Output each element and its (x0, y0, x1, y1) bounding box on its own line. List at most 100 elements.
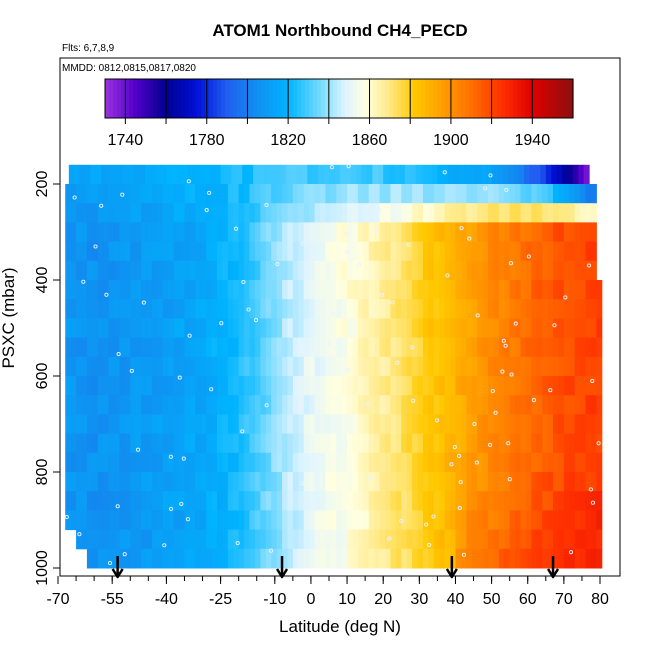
heatmap-cell (254, 376, 261, 396)
heatmap-cell (233, 318, 240, 339)
heatmap-cell (238, 260, 245, 281)
colorbar-segment (261, 79, 266, 118)
heatmap-cell (325, 510, 332, 531)
heatmap-cell (244, 433, 251, 454)
heatmap-cell (498, 203, 505, 223)
heatmap-cell (325, 376, 332, 396)
heatmap-cell (580, 548, 587, 569)
heatmap-cell (222, 529, 229, 550)
heatmap-cell (509, 548, 516, 569)
heatmap-cell (585, 299, 592, 319)
colorbar-segment (217, 79, 222, 118)
heatmap-cell (319, 491, 326, 511)
heatmap-cell (379, 548, 386, 569)
heatmap-cell (466, 184, 473, 204)
heatmap-cell (319, 337, 326, 358)
heatmap-cell (542, 184, 549, 204)
heatmap-cell (460, 452, 467, 473)
heatmap-cell (216, 299, 223, 319)
heatmap-cell (428, 318, 435, 339)
heatmap-cell (260, 414, 267, 435)
heatmap-cell (547, 241, 554, 262)
heatmap-cell (247, 164, 254, 185)
colorbar-segment (229, 79, 234, 118)
heatmap-cell (455, 491, 462, 511)
heatmap-cell (357, 548, 364, 569)
heatmap-cell (244, 280, 251, 300)
sample-point (300, 241, 305, 246)
heatmap-cell (531, 510, 538, 531)
heatmap-cell (330, 241, 337, 262)
heatmap-cell (531, 318, 538, 339)
heatmap-cell (211, 376, 218, 396)
heatmap-cell (385, 472, 391, 492)
heatmap-cell (298, 529, 305, 550)
sample-point (253, 318, 259, 323)
sample-point (334, 424, 339, 429)
heatmap-cell (466, 203, 473, 223)
sample-point (120, 192, 125, 197)
heatmap-cell (525, 222, 532, 243)
heatmap-cell (390, 337, 397, 358)
heatmap-cell (130, 318, 137, 339)
heatmap-cell (141, 299, 148, 319)
heatmap-cell (162, 203, 169, 223)
heatmap-cell (590, 395, 597, 415)
heatmap-cell (580, 222, 587, 243)
heatmap-cell (439, 433, 446, 454)
heatmap-cell (227, 241, 234, 262)
sample-point (467, 236, 472, 241)
heatmap-cell (119, 356, 126, 377)
heatmap-cell (580, 337, 587, 358)
heatmap-cell (130, 529, 137, 550)
heatmap-cell (70, 491, 77, 511)
colorbar-segment (469, 79, 474, 118)
heatmap-cell (352, 433, 359, 454)
heatmap-cell (86, 548, 93, 569)
heatmap-cell (330, 203, 337, 223)
heatmap-cell (244, 472, 251, 492)
heatmap-cell (146, 395, 153, 415)
heatmap-cell (569, 395, 576, 415)
heatmap-cell (563, 510, 570, 531)
heatmap-cell (189, 414, 196, 435)
heatmap-cell (124, 337, 131, 358)
heatmap-cell (563, 376, 570, 396)
heatmap-cell (347, 222, 353, 243)
heatmap-cell (531, 395, 538, 415)
sample-point (563, 295, 568, 300)
y-tick-label: 800 (34, 459, 51, 486)
heatmap-cell (379, 376, 386, 396)
heatmap-cell (444, 491, 451, 511)
heatmap-cell (545, 164, 552, 185)
heatmap-cell (271, 529, 278, 550)
heatmap-cell (417, 280, 424, 300)
heatmap-cell (368, 548, 375, 569)
heatmap-cell (298, 318, 305, 339)
y-tick-label: 1000 (34, 550, 51, 586)
heatmap-cell (179, 260, 185, 281)
heatmap-cell (179, 510, 185, 531)
heatmap-cell (325, 318, 332, 339)
heatmap-cell (352, 241, 359, 262)
heatmap-cell (455, 414, 462, 435)
heatmap-cell (553, 241, 559, 262)
heatmap-cell (238, 356, 245, 377)
heatmap-cell (65, 260, 72, 281)
heatmap-cell (553, 395, 559, 415)
heatmap-cell (341, 356, 348, 377)
heatmap-cell (227, 260, 234, 281)
heatmap-cell (553, 376, 559, 396)
heatmap-cell (81, 433, 88, 454)
heatmap-cell (260, 472, 267, 492)
heatmap-cell (146, 203, 153, 223)
heatmap-cell (260, 280, 267, 300)
colorbar-segment (157, 79, 162, 118)
heatmap-cell (574, 452, 581, 473)
heatmap-cell (580, 414, 587, 435)
sample-point (586, 263, 592, 268)
heatmap-cell (168, 241, 175, 262)
heatmap-cell (287, 452, 294, 473)
heatmap-cell (368, 299, 375, 319)
heatmap-cell (325, 452, 332, 473)
